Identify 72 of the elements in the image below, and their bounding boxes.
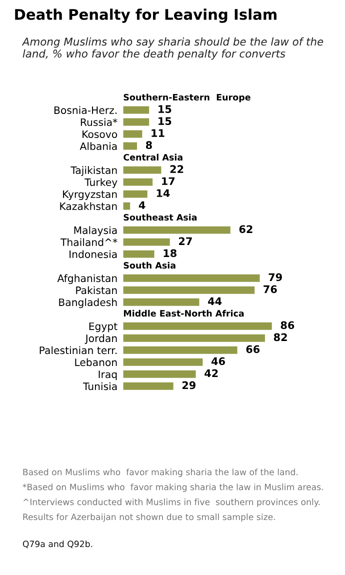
text: ^Interviews conducted with Muslims in five southern provinces only. [23,498,320,507]
text: Results for Azerbaijan not shown due to small sample size. [23,513,275,522]
y-tick-label: Jordan [84,334,117,344]
bar [123,274,260,282]
y-tick-label: Thailand^* [60,238,118,246]
y-tick-label: Tajikistan [70,166,117,176]
data-label: 15 [158,105,172,114]
y-tick-label: Middle East-North Africa [124,310,244,317]
y-tick-label: Bangladesh [59,298,117,308]
y-tick-label: Tunisia [82,382,117,390]
y-tick-label: Indonesia [70,250,117,258]
bar [123,322,272,330]
y-tick-label: Pakistan [76,286,117,294]
bar [123,226,230,234]
bar [123,178,153,186]
y-tick-label: Kosovo [82,130,118,138]
data-label: 79 [268,273,282,282]
data-label: 17 [162,177,175,185]
bar [123,334,265,342]
data-label: 66 [246,345,260,354]
bar [123,346,238,354]
chart-title: Death Penalty for Leaving Islam [15,8,276,23]
data-label: 42 [204,369,218,378]
bar [123,238,170,246]
data-label: 46 [212,357,225,366]
y-tick-label: Southern-Eastern Europe [124,94,250,102]
bar [123,286,255,294]
data-label: 15 [158,117,172,126]
bar [123,142,137,150]
text: *Based on Muslims who favor making sharia the law in Muslim areas. [22,484,323,492]
y-tick-label: Central Asia [124,154,182,161]
bar [123,370,196,378]
y-tick-label: Palestinian terr. [40,346,117,354]
data-label: 18 [164,249,176,258]
chart-subtitle: Among Muslims who say sharia should be the law of the land, % who favor the death penalty for converts [22,37,324,60]
data-label: 22 [170,165,184,173]
y-tick-label: Egypt [89,322,118,332]
data-label: 44 [208,297,222,305]
data-label: 4 [138,201,146,209]
y-tick-label: Afghanistan [57,274,117,284]
text: Q79a and Q92b. [22,540,92,548]
y-tick-label: Bosnia-Herz. [54,106,117,114]
y-tick-label: Southeast Asia [124,214,197,221]
bar [123,250,154,258]
y-tick-label: Iraq [98,370,117,380]
data-label: 82 [274,333,287,342]
bar [123,190,148,198]
y-tick-label: Turkey [84,178,118,188]
bar [123,106,150,114]
y-tick-label: Russia* [80,118,118,126]
data-label: 8 [146,141,152,150]
data-label: 86 [280,321,294,330]
y-tick-label: Albania [80,142,117,150]
y-tick-label: Malaysia [74,226,117,236]
data-label: 27 [179,237,192,245]
data-label: 14 [156,189,170,197]
bar [123,382,174,390]
data-label: 11 [152,129,164,137]
bar [123,166,162,174]
data-label: 76 [264,285,277,294]
y-tick-label: Kyrgyzstan [63,190,117,200]
bar [123,130,142,138]
text: Based on Muslims who favor making sharia the law of the land. [23,468,298,477]
y-tick-label: South Asia [124,262,176,269]
data-label: 62 [239,225,252,234]
bar [123,118,150,126]
bar [123,298,200,306]
y-tick-label: Kazakhstan [60,202,117,210]
bar [123,202,130,210]
y-tick-label: Lebanon [75,358,117,366]
bar [123,358,203,366]
data-label: 29 [182,381,196,390]
